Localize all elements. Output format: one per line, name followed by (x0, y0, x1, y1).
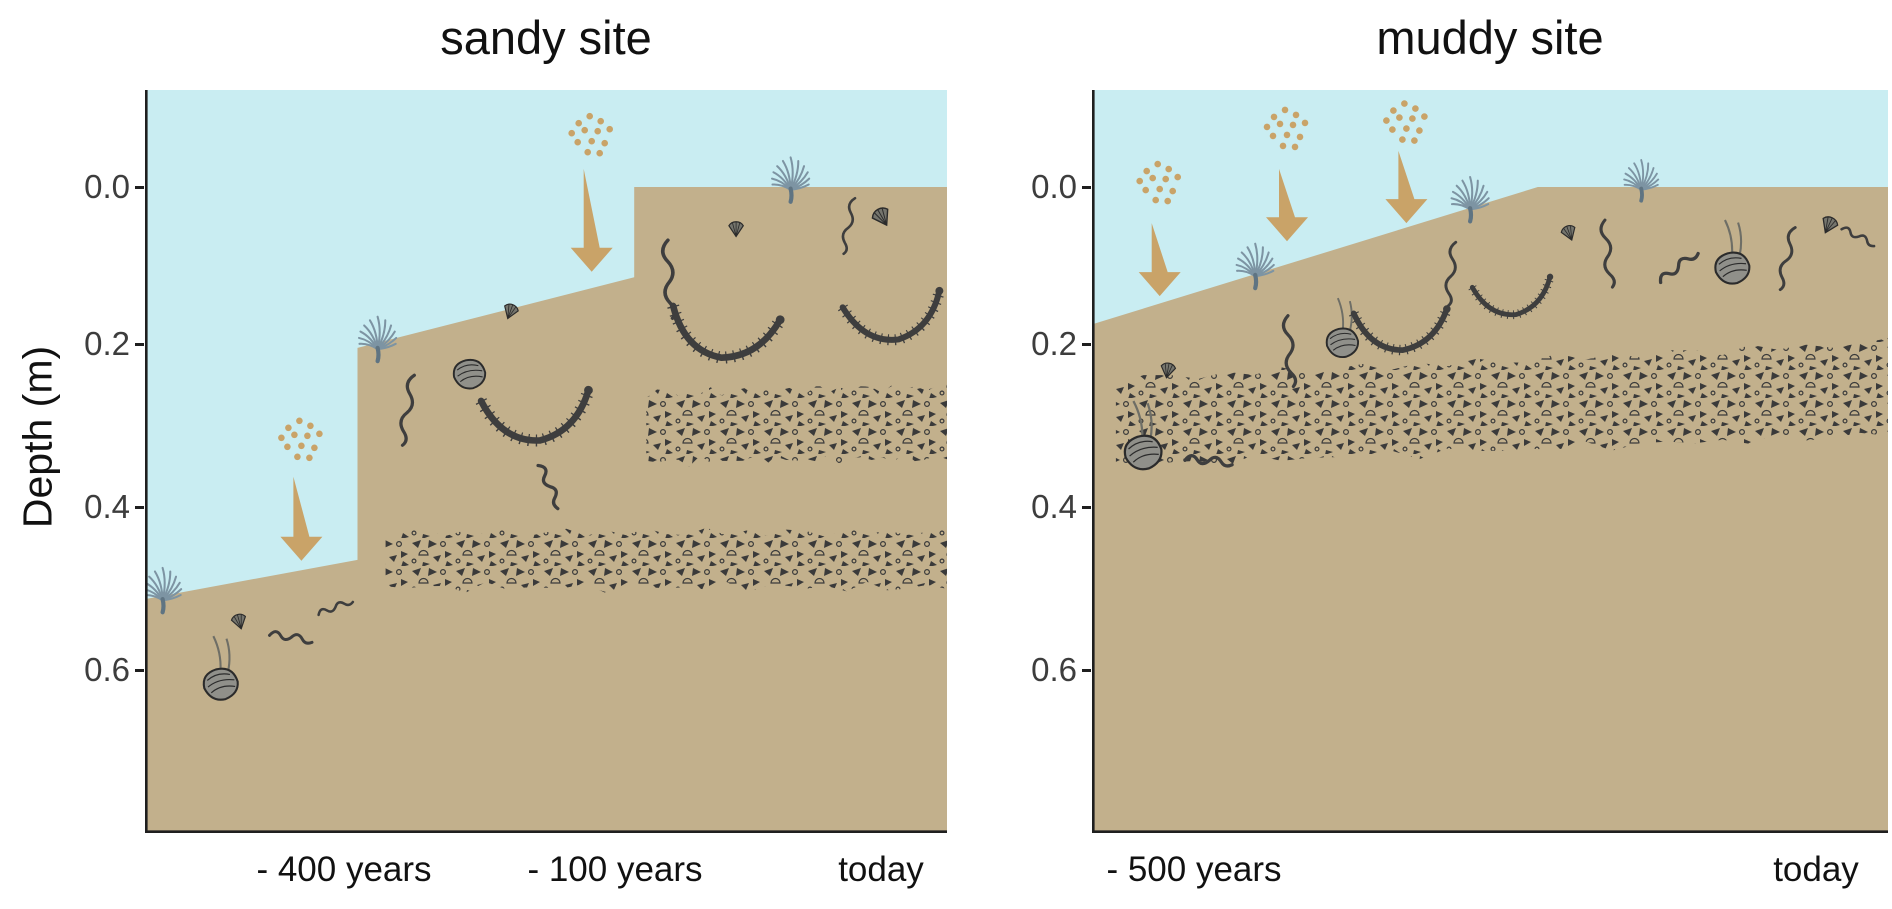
panel-title-sandy: sandy site (440, 11, 652, 64)
clam-icon (1123, 400, 1163, 471)
clam-icon (452, 358, 487, 390)
y-tick-label: 0.4 (84, 488, 130, 525)
worm-arc-icon (1468, 273, 1555, 320)
sediment-plume-dots (1263, 106, 1309, 151)
sandy-scene (142, 90, 948, 833)
muddy-scene (1092, 90, 1888, 833)
x-axis-label: - 100 years (527, 850, 703, 889)
sediment-plume-dots (568, 112, 613, 157)
worm-icon (268, 630, 314, 645)
worm-arc-icon (475, 385, 595, 447)
axis-lines (145, 90, 947, 833)
y-tick-label: 0.0 (1031, 168, 1077, 205)
worm-icon (536, 463, 560, 511)
worm-icon (1658, 251, 1700, 285)
sediment-plume-dots (1383, 100, 1428, 144)
y-tick-mark (1082, 506, 1091, 509)
worm-icon (1840, 226, 1876, 248)
worm-long-icon (1778, 226, 1797, 292)
worm-icon (317, 600, 355, 617)
axis-lines (1092, 90, 1888, 833)
shell-icon (1822, 216, 1839, 234)
sediment-plume-dots (278, 417, 323, 462)
anemone-icon (357, 315, 398, 364)
worm-long-icon (841, 196, 857, 256)
sediment-plume-dots (1136, 160, 1181, 205)
anemone-icon (1235, 242, 1275, 291)
worm-icon (1183, 454, 1234, 468)
sandy-site-plot (142, 90, 948, 833)
y-tick-label: 0.6 (84, 651, 130, 688)
y-tick-label: 0.2 (84, 325, 130, 362)
shell-icon (728, 221, 744, 238)
anemone-icon (770, 156, 811, 204)
sediment-body (145, 187, 947, 833)
clam-icon (1325, 297, 1360, 359)
muddy-site-plot (1092, 90, 1888, 833)
panel-title-muddy: muddy site (1376, 11, 1604, 64)
deposition-arrow (570, 168, 613, 272)
y-tick-mark (1082, 669, 1091, 672)
shell-bed (646, 383, 947, 467)
anemone-icon (1450, 175, 1490, 224)
y-tick-label: 0.2 (1031, 325, 1077, 362)
shell-icon (1160, 362, 1177, 379)
x-axis-label: - 500 years (1106, 850, 1282, 889)
y-tick-mark (135, 669, 144, 672)
x-axis-label: today (1773, 850, 1859, 889)
worm-arc-icon (1348, 305, 1452, 356)
y-tick-label: 0.6 (1031, 651, 1077, 688)
shell-icon (871, 207, 889, 227)
shell-icon (1560, 225, 1576, 242)
x-axis-label: today (838, 850, 924, 889)
y-tick-mark (1082, 343, 1091, 346)
y-tick-mark (1082, 186, 1091, 189)
shell-icon (504, 303, 519, 320)
anemone-icon (1623, 159, 1660, 203)
deposition-arrow (1138, 223, 1181, 297)
deposition-arrow (1266, 168, 1308, 242)
worm-long-icon (399, 373, 416, 447)
worm-arc-icon (667, 302, 786, 364)
shell-icon (230, 613, 247, 630)
deposition-arrow (1385, 150, 1428, 224)
shell-bed (1115, 338, 1888, 467)
y-tick-mark (135, 506, 144, 509)
y-tick-label: 0.4 (1031, 488, 1077, 525)
y-tick-mark (135, 186, 144, 189)
worm-long-icon (1444, 240, 1458, 308)
x-axis-label: - 400 years (256, 850, 432, 889)
y-tick-label: 0.0 (84, 168, 130, 205)
shell-bed (385, 527, 948, 594)
deposition-arrow (280, 476, 323, 561)
clam-icon (202, 635, 239, 701)
clam-icon (1714, 219, 1751, 285)
worm-long-icon (1281, 314, 1298, 389)
y-tick-mark (135, 343, 144, 346)
worm-arc-icon (837, 286, 945, 346)
worm-long-icon (1599, 218, 1616, 289)
